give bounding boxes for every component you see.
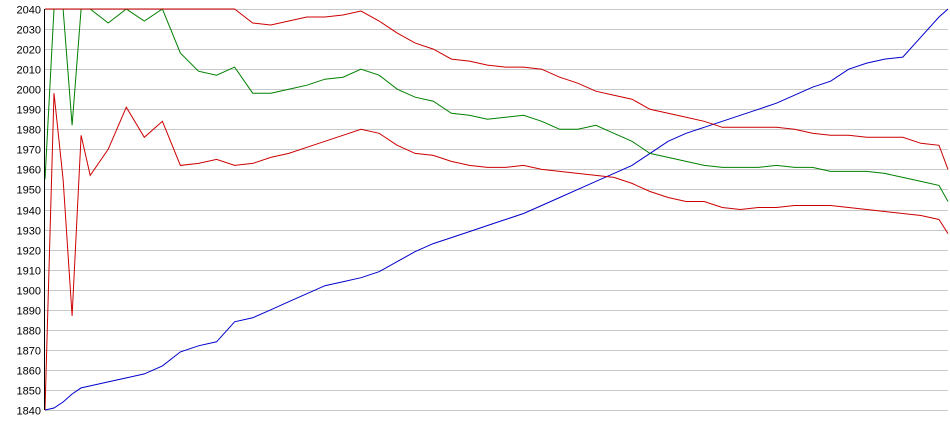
y-tick-label: 2040: [17, 5, 41, 17]
y-tick-label: 2000: [17, 85, 41, 97]
y-tick-label: 1980: [17, 125, 41, 137]
y-tick-label: 2030: [17, 25, 41, 37]
y-tick-label: 1840: [17, 406, 41, 418]
series-line-4: [44, 93, 949, 411]
series-lines: [44, 8, 949, 411]
y-tick-labels: 1840 1850 1860 1870 1880 1890 1900 1910 1920 1930…: [17, 5, 41, 418]
y-tick-label: 1890: [17, 306, 41, 318]
y-tick-label: 1950: [17, 185, 41, 197]
y-tick-label: 1870: [17, 346, 41, 358]
y-tick-label: 1910: [17, 266, 41, 278]
y-tick-label: 2010: [17, 65, 41, 77]
y-tick-label: 1900: [17, 286, 41, 298]
y-tick-label: 1860: [17, 366, 41, 378]
y-tick-label: 1940: [17, 206, 41, 218]
series-line-2: [44, 8, 949, 202]
series-line-3: [45, 8, 949, 170]
y-tick-label: 1990: [17, 105, 41, 117]
y-tick-label: 1960: [17, 165, 41, 177]
y-tick-label: 1880: [17, 326, 41, 338]
y-tick-label: 1920: [17, 246, 41, 258]
series-line-1: [44, 8, 949, 411]
y-tick-label: 1850: [17, 386, 41, 398]
gridlines: [45, 9, 948, 411]
y-tick-label: 2020: [17, 45, 41, 57]
y-tick-label: 1930: [17, 226, 41, 238]
y-tick-label: 1970: [17, 145, 41, 157]
